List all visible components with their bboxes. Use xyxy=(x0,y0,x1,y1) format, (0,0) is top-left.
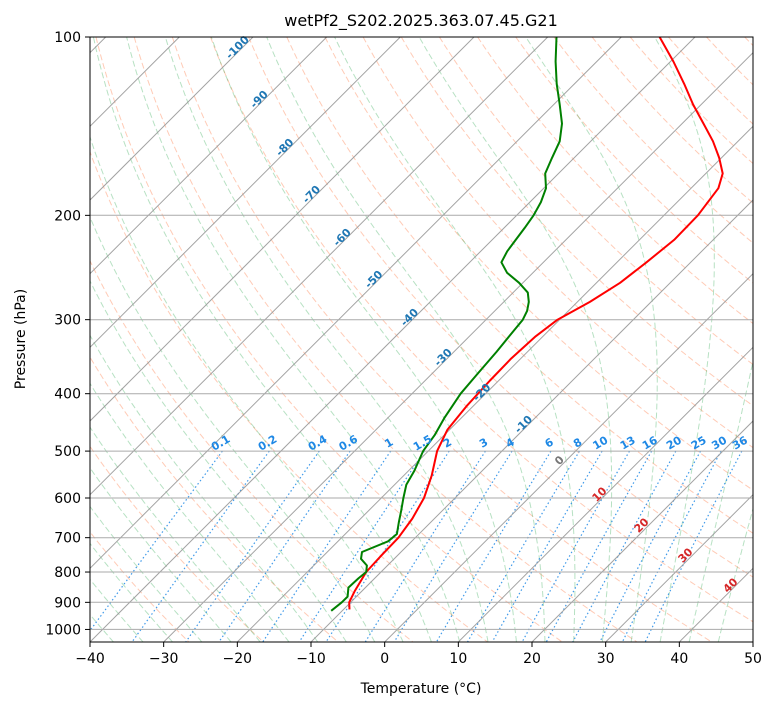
dry-adiabat-line xyxy=(210,37,753,623)
moist-adiabat-line xyxy=(334,37,576,642)
mixing-ratio-line xyxy=(572,450,677,642)
dry-adiabat-line xyxy=(95,37,563,642)
moist-adiabat-line xyxy=(688,358,753,642)
dry-adiabat-line xyxy=(438,37,753,366)
dry-adiabat-line xyxy=(133,37,638,642)
chart-title: wetPf2_S202.2025.363.07.45.G21 xyxy=(284,11,558,31)
mixing-ratio-line xyxy=(90,450,223,632)
mixing-ratio-line xyxy=(521,450,631,642)
x-axis-label: Temperature (°C) xyxy=(360,681,482,697)
moist-adiabat-line xyxy=(266,37,546,642)
isotherm-line xyxy=(236,125,753,642)
y-tick-label: 100 xyxy=(54,30,81,46)
x-tick-label: 40 xyxy=(670,651,688,667)
mixing-ratio-line xyxy=(599,450,702,642)
moist-adiabat-line xyxy=(90,426,261,642)
moist-adiabat-line xyxy=(90,542,173,642)
y-tick-label: 900 xyxy=(54,595,81,611)
moist-adiabat-line xyxy=(90,382,290,642)
isotherm-line xyxy=(531,420,753,642)
dry-adiabat-line xyxy=(248,37,753,578)
dry-adiabat-line xyxy=(171,37,712,642)
dry-adiabat-line xyxy=(591,37,753,204)
mixing-ratio-line xyxy=(185,450,320,642)
moist-adiabat-line xyxy=(126,37,461,642)
isotherm-line xyxy=(90,37,622,570)
y-tick-label: 800 xyxy=(54,565,81,581)
isotherm-line xyxy=(310,199,753,642)
mixing-ratio-line xyxy=(545,450,653,642)
dry-adiabat-line xyxy=(400,37,753,407)
y-axis-label: Pressure (hPa) xyxy=(13,289,29,389)
x-tick-label: −40 xyxy=(75,651,105,667)
mixing-ratio-line xyxy=(298,450,425,642)
y-tick-label: 1000 xyxy=(45,622,81,638)
y-tick-label: 400 xyxy=(54,387,81,403)
moist-adiabat-line xyxy=(90,135,404,642)
isotherm-line xyxy=(90,37,401,349)
moist-adiabat-line xyxy=(525,37,658,642)
moist-adiabat-line xyxy=(90,578,144,642)
isotherm-line xyxy=(90,37,254,201)
dewpoint-profile-line xyxy=(330,37,563,612)
x-tick-label: −20 xyxy=(223,651,253,667)
mixing-ratio-line xyxy=(262,450,392,642)
mixing-ratio-line xyxy=(644,450,743,642)
isotherm-line xyxy=(163,51,753,642)
x-tick-label: 20 xyxy=(523,651,541,667)
x-tick-label: 10 xyxy=(449,651,467,667)
mixing-ratio-line xyxy=(621,450,722,642)
moist-adiabat-line xyxy=(654,37,715,642)
x-tick-label: 30 xyxy=(597,651,615,667)
moist-adiabat-line xyxy=(418,37,613,642)
y-axis-ticks: 100 200 300 400 500 600 700 800 900 1000 xyxy=(45,30,90,638)
moist-adiabat-line xyxy=(90,467,232,642)
dry-adiabat-line xyxy=(477,37,753,325)
dry-adiabat-line xyxy=(90,445,264,642)
dry-adiabat-line xyxy=(629,37,753,165)
moist-adiabat-line xyxy=(90,334,319,642)
y-tick-label: 700 xyxy=(54,531,81,547)
moist-adiabat-line xyxy=(210,37,517,642)
background-lines xyxy=(90,37,753,642)
x-tick-label: 0 xyxy=(380,651,389,667)
moist-adiabat-line xyxy=(90,505,203,642)
dry-adiabat-line xyxy=(90,356,339,642)
x-tick-label: 50 xyxy=(744,651,762,667)
isotherm-line xyxy=(90,37,549,496)
dry-adiabat-line xyxy=(362,37,753,449)
moist-adiabat-line xyxy=(92,37,432,642)
y-tick-label: 300 xyxy=(54,313,81,329)
x-tick-label: −30 xyxy=(149,651,179,667)
dry-adiabat-line xyxy=(90,531,190,642)
mixing-ratio-line xyxy=(218,450,351,642)
dry-adiabat-line xyxy=(90,259,414,642)
isotherm-line xyxy=(384,272,753,642)
moist-adiabat-line xyxy=(164,37,489,642)
isotherm-line xyxy=(457,346,753,642)
dry-adiabat-line xyxy=(515,37,753,284)
isotherm-line xyxy=(605,493,753,642)
plot-frame xyxy=(89,36,754,643)
x-tick-label: −10 xyxy=(296,651,326,667)
y-tick-label: 600 xyxy=(54,491,81,507)
mixing-ratio-line xyxy=(491,450,603,642)
y-tick-label: 200 xyxy=(54,208,81,224)
profile-lines xyxy=(330,37,724,612)
isotherm-line xyxy=(90,37,328,275)
x-axis-ticks: −40 −30 −20 −10 0 10 20 30 40 50 xyxy=(75,642,762,667)
isotherm-line xyxy=(90,37,696,642)
y-tick-label: 500 xyxy=(54,444,81,460)
temperature-profile-line xyxy=(348,37,724,610)
isotherm-line xyxy=(90,37,475,422)
